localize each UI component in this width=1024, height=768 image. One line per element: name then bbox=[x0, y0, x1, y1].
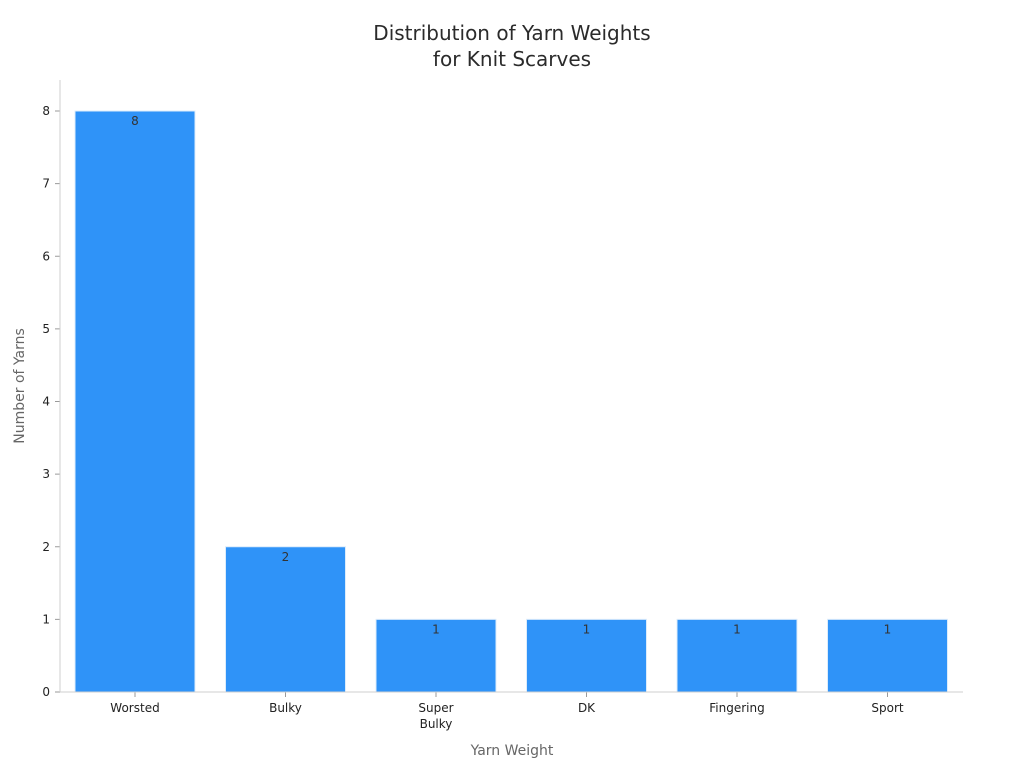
y-tick-label: 4 bbox=[42, 395, 50, 409]
y-tick-label: 0 bbox=[42, 685, 50, 699]
bar-value-label: 1 bbox=[432, 622, 440, 636]
bar bbox=[827, 618, 948, 693]
x-tick-label-line: Worsted bbox=[110, 701, 159, 715]
chart-title: Distribution of Yarn Weights for Knit Sc… bbox=[373, 21, 650, 71]
y-tick-label: 6 bbox=[42, 249, 50, 263]
y-tick-label: 3 bbox=[42, 467, 50, 481]
bar bbox=[375, 618, 497, 693]
chart-title-line-2: for Knit Scarves bbox=[433, 47, 591, 71]
bar-value-label: 1 bbox=[884, 622, 892, 636]
x-tick-label-line: Bulky bbox=[269, 701, 302, 715]
bar bbox=[526, 618, 647, 693]
bar bbox=[676, 618, 798, 693]
bar-value-label: 1 bbox=[583, 622, 591, 636]
x-tick-label: Super Bulky bbox=[418, 701, 453, 731]
y-axis-label: Number of Yarns bbox=[12, 328, 28, 444]
x-tick-label-line: Bulky bbox=[420, 717, 453, 731]
x-tick-label: Worsted bbox=[110, 701, 159, 715]
x-tick-label-line: DK bbox=[578, 701, 596, 715]
y-tick-label: 5 bbox=[42, 322, 50, 336]
x-tick-label: Fingering bbox=[709, 701, 764, 715]
bar bbox=[74, 110, 196, 693]
y-tick-label: 7 bbox=[42, 177, 50, 191]
x-tick-label: DK bbox=[578, 701, 596, 715]
x-axis-label: Yarn Weight bbox=[470, 743, 554, 759]
bar-value-label: 1 bbox=[733, 622, 741, 636]
x-tick-label-line: Super bbox=[418, 701, 453, 715]
x-tick-label-line: Sport bbox=[871, 701, 904, 715]
bar-value-label: 2 bbox=[282, 550, 290, 564]
plot-area: 0 1 2 3 4 5 6 7 8 8 Worsted 2 Bulky 1 Super Bulky 1 DK 1 Fi… bbox=[42, 104, 948, 731]
chart-title-line-1: Distribution of Yarn Weights bbox=[373, 21, 650, 45]
x-tick-label-line: Fingering bbox=[709, 701, 764, 715]
x-tick-label: Bulky bbox=[269, 701, 302, 715]
y-tick-label: 1 bbox=[42, 612, 50, 626]
bar-value-label: 8 bbox=[131, 114, 139, 128]
x-tick-label: Sport bbox=[871, 701, 904, 715]
y-tick-label: 8 bbox=[42, 104, 50, 118]
bar bbox=[225, 546, 346, 693]
y-tick-label: 2 bbox=[42, 540, 50, 554]
